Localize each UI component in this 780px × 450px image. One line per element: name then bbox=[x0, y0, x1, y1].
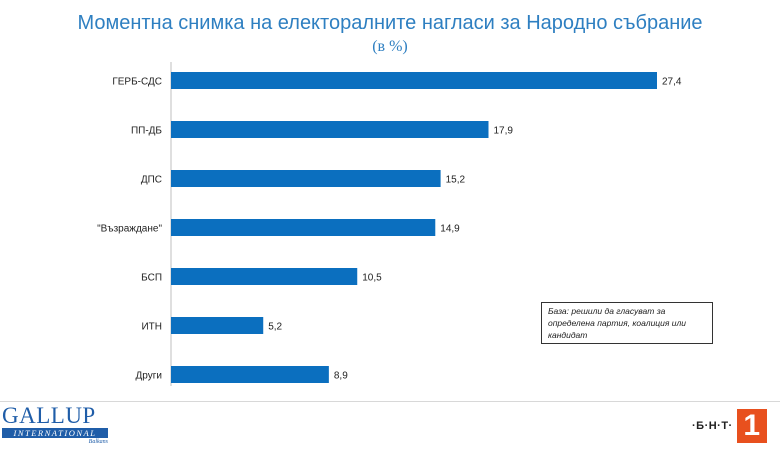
gallup-logo-name: GALLUP bbox=[2, 403, 96, 428]
category-label: ИТН bbox=[141, 322, 162, 333]
bar bbox=[171, 72, 657, 89]
bar bbox=[171, 219, 436, 236]
gallup-logo: GALLUP INTERNATIONAL Balkans bbox=[2, 403, 112, 445]
bar-chart: ГЕРБ-СДС 27,4 ПП-ДБ 17,9 ДПС 15,2 "Възраждане"… bbox=[97, 62, 682, 386]
chart-subtitle: (в %) bbox=[372, 38, 408, 55]
category-label: БСП bbox=[141, 273, 162, 284]
bnt-logo-text: ·Б·Н·Т· bbox=[692, 420, 733, 432]
value-label: 10,5 bbox=[362, 273, 382, 284]
category-label: Други bbox=[136, 371, 162, 382]
gallup-logo-international: INTERNATIONAL bbox=[2, 428, 108, 438]
value-label: 15,2 bbox=[446, 175, 466, 186]
value-label: 8,9 bbox=[334, 371, 348, 382]
value-label: 5,2 bbox=[268, 322, 282, 333]
base-note: База: решили да гласуват за определена п… bbox=[541, 302, 713, 344]
category-label: ПП-ДБ bbox=[131, 126, 162, 137]
value-label: 27,4 bbox=[662, 77, 682, 88]
value-label: 17,9 bbox=[493, 126, 513, 137]
bnt1-logo: ·Б·Н·Т· 1 bbox=[692, 409, 767, 443]
category-label: "Възраждане" bbox=[97, 224, 162, 235]
bar bbox=[171, 317, 264, 334]
bar bbox=[171, 268, 358, 285]
gallup-logo-region: Balkans bbox=[88, 439, 108, 445]
category-label: ДПС bbox=[141, 175, 162, 186]
bar bbox=[171, 170, 441, 187]
value-label: 14,9 bbox=[440, 224, 460, 235]
bar bbox=[171, 121, 489, 138]
chart-title: Моментна снимка на електоралните нагласи… bbox=[77, 12, 703, 34]
footer-divider bbox=[0, 401, 780, 402]
bar bbox=[171, 366, 329, 383]
category-label: ГЕРБ-СДС bbox=[112, 77, 162, 88]
bnt-logo-badge: 1 bbox=[736, 409, 767, 443]
